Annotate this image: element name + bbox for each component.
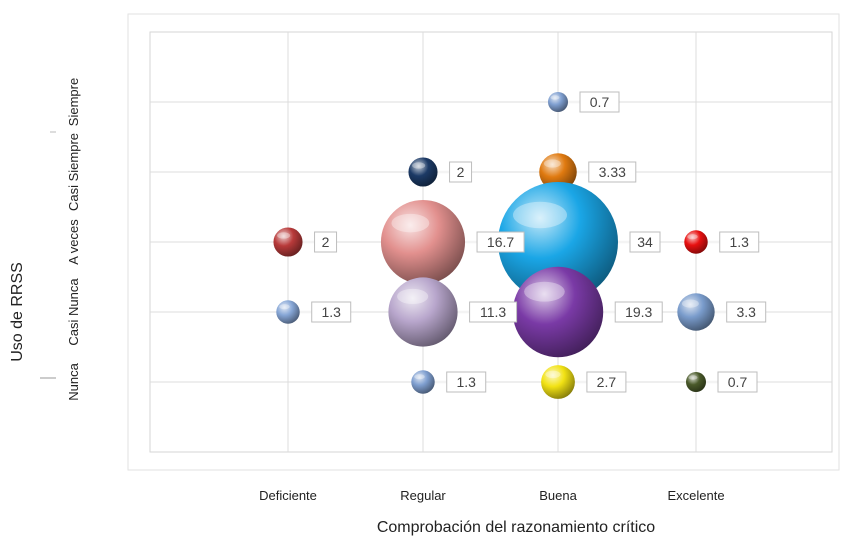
- bubble-highlight: [397, 288, 429, 305]
- x-tick-label: Regular: [400, 488, 446, 503]
- bubble: [539, 153, 577, 191]
- bubble-highlight: [687, 234, 698, 240]
- bubble-highlight: [391, 213, 430, 233]
- data-label-box: [469, 301, 518, 323]
- bubble-highlight: [412, 162, 426, 169]
- data-label: 0.7: [590, 94, 610, 110]
- y-tick-label: Nunca: [66, 362, 81, 400]
- data-label: 2: [322, 234, 330, 250]
- bubble-highlight: [545, 370, 561, 379]
- data-label-box: [719, 231, 760, 253]
- bubble: [684, 230, 708, 254]
- data-label: 1.3: [321, 304, 341, 320]
- data-label-box: [449, 161, 473, 183]
- bubble: [541, 365, 575, 399]
- bubble: [273, 227, 303, 257]
- x-tick-label: Excelente: [667, 488, 724, 503]
- data-label: 16.7: [487, 234, 514, 250]
- data-label-box: [726, 301, 767, 323]
- bubble: [548, 92, 568, 112]
- bubble: [411, 370, 435, 394]
- data-label: 2.7: [597, 374, 617, 390]
- data-label: 2: [457, 164, 465, 180]
- y-axis-title: Uso de RRSS: [9, 262, 26, 362]
- data-label: 34: [637, 234, 653, 250]
- data-label: 1.3: [456, 374, 476, 390]
- bubble-highlight: [543, 159, 561, 168]
- bubble-highlight: [524, 281, 565, 302]
- bubble: [512, 266, 604, 358]
- x-tick-label: Buena: [539, 488, 577, 503]
- bubble: [686, 372, 706, 392]
- data-label-box: [586, 371, 627, 393]
- bubble: [677, 293, 715, 331]
- bubble: [408, 157, 438, 187]
- bubble-highlight: [688, 375, 698, 380]
- data-label-box: [629, 231, 661, 253]
- data-label-box: [717, 371, 758, 393]
- data-label-box: [476, 231, 525, 253]
- bubble-highlight: [279, 304, 290, 310]
- y-tick-label: Casi Nunca: [66, 278, 81, 346]
- bubble: [276, 300, 300, 324]
- data-label-box: [588, 161, 637, 183]
- data-label: 3.3: [736, 304, 756, 320]
- data-label: 1.3: [729, 234, 749, 250]
- data-label-box: [446, 371, 487, 393]
- bubbles: [273, 92, 715, 399]
- y-tick-label: Casi Siempre: [66, 133, 81, 211]
- data-label-box: [579, 91, 620, 113]
- data-label: 19.3: [625, 304, 652, 320]
- bubble-highlight: [414, 374, 425, 380]
- y-tick-labels: Nunca Casi Nunca A veces Casi Siempre Siempr…: [66, 78, 81, 401]
- y-tick-label: Siempre: [66, 78, 81, 126]
- y-tick-label: A veces: [66, 219, 81, 265]
- x-tick-label: Deficiente: [259, 488, 317, 503]
- data-label: 11.3: [480, 304, 506, 320]
- bubble: [498, 182, 618, 302]
- bubble-highlight: [277, 232, 291, 239]
- data-labels: 0.7 2 3.33 2 16.7 34 1.3 1.3 11.3 19.3 3.3 1.3 2.7 0.…: [311, 91, 767, 393]
- bubble-highlight: [681, 299, 699, 308]
- data-label-box: [311, 301, 352, 323]
- data-label-box: [314, 231, 338, 253]
- data-label-box: [614, 301, 663, 323]
- data-label: 3.33: [599, 164, 626, 180]
- bubble: [380, 199, 466, 285]
- bubble-highlight: [513, 201, 567, 229]
- bubble-highlight: [550, 95, 560, 100]
- data-label: 0.7: [728, 374, 748, 390]
- x-tick-labels: Deficiente Regular Buena Excelente: [259, 488, 724, 503]
- x-axis-title: Comprobación del razonamiento crítico: [377, 519, 655, 536]
- bubble: [388, 277, 458, 347]
